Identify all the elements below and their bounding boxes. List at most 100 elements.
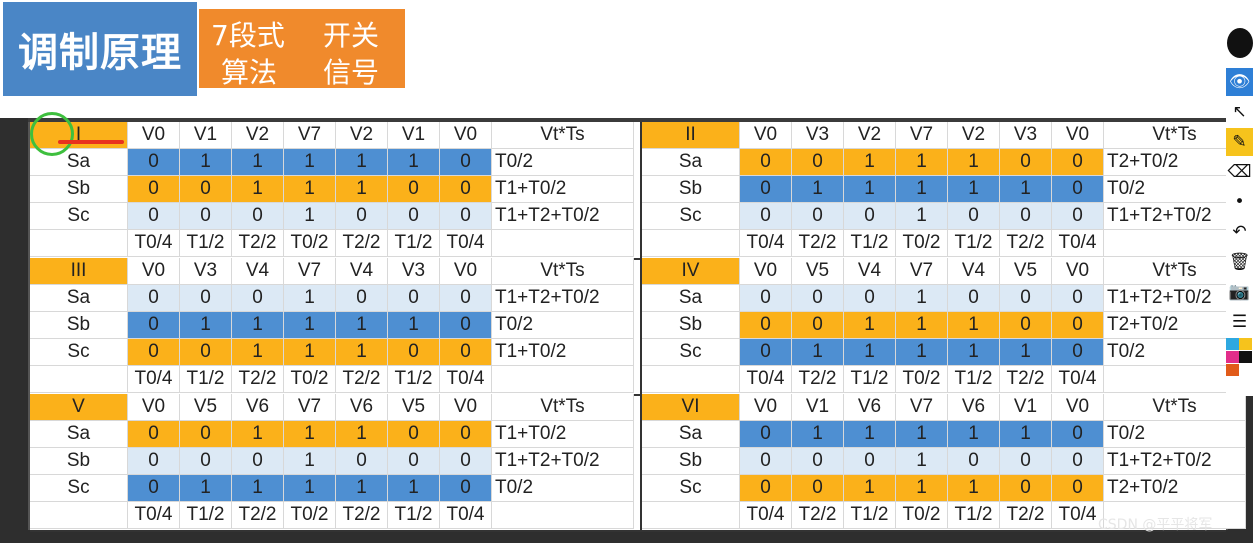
phase-label[interactable]: Sc: [30, 339, 128, 366]
switch-state-cell[interactable]: 1: [284, 448, 336, 475]
switch-state-cell[interactable]: 0: [440, 339, 492, 366]
vector-header[interactable]: V0: [440, 394, 492, 421]
switch-state-cell[interactable]: 1: [336, 339, 388, 366]
switch-state-cell[interactable]: 1: [388, 149, 440, 176]
empty-cell[interactable]: [492, 366, 634, 393]
vector-header[interactable]: V0: [128, 258, 180, 285]
sector-label[interactable]: VI: [642, 394, 740, 421]
vt-formula-cell[interactable]: T1+T2+T0/2: [492, 203, 634, 230]
switch-state-cell[interactable]: 1: [948, 475, 1000, 502]
vector-header[interactable]: V7: [896, 394, 948, 421]
switch-state-cell[interactable]: 1: [896, 448, 948, 475]
empty-cell[interactable]: [1104, 502, 1246, 529]
switch-state-cell[interactable]: 0: [844, 285, 896, 312]
time-cell[interactable]: T0/4: [1052, 366, 1104, 393]
vector-header[interactable]: V2: [948, 122, 1000, 149]
switch-state-cell[interactable]: 1: [792, 421, 844, 448]
phase-label[interactable]: Sb: [642, 312, 740, 339]
vector-header[interactable]: V0: [128, 394, 180, 421]
switch-state-cell[interactable]: 0: [388, 448, 440, 475]
switch-state-cell[interactable]: 0: [336, 285, 388, 312]
switch-state-cell[interactable]: 0: [232, 448, 284, 475]
switch-state-cell[interactable]: 1: [232, 312, 284, 339]
phase-label[interactable]: Sc: [642, 475, 740, 502]
vector-header[interactable]: V3: [792, 122, 844, 149]
color-swatch[interactable]: [1239, 338, 1252, 350]
vector-header[interactable]: V0: [440, 122, 492, 149]
phase-label[interactable]: Sa: [642, 421, 740, 448]
switch-state-cell[interactable]: 1: [284, 176, 336, 203]
switch-state-cell[interactable]: 1: [844, 339, 896, 366]
switch-state-cell[interactable]: 0: [128, 149, 180, 176]
switch-state-cell[interactable]: 0: [440, 312, 492, 339]
switch-state-cell[interactable]: 0: [128, 421, 180, 448]
time-cell[interactable]: T2/2: [792, 230, 844, 257]
pen-tool-logo-icon[interactable]: [1227, 28, 1253, 58]
vector-header[interactable]: V0: [740, 394, 792, 421]
switch-state-cell[interactable]: 0: [336, 448, 388, 475]
switch-state-cell[interactable]: 0: [740, 285, 792, 312]
vt-header[interactable]: Vt*Ts: [492, 394, 634, 421]
vector-header[interactable]: V1: [180, 122, 232, 149]
switch-state-cell[interactable]: 0: [128, 203, 180, 230]
switch-state-cell[interactable]: 1: [284, 312, 336, 339]
dot-icon[interactable]: •: [1234, 192, 1245, 212]
phase-label[interactable]: Sb: [642, 176, 740, 203]
vt-formula-cell[interactable]: T2+T0/2: [1104, 312, 1246, 339]
empty-cell[interactable]: [30, 502, 128, 529]
phase-label[interactable]: Sb: [30, 448, 128, 475]
switch-state-cell[interactable]: 0: [128, 176, 180, 203]
time-cell[interactable]: T1/2: [844, 366, 896, 393]
time-cell[interactable]: T0/2: [284, 366, 336, 393]
switch-state-cell[interactable]: 0: [128, 448, 180, 475]
switch-state-cell[interactable]: 1: [896, 421, 948, 448]
vector-header[interactable]: V6: [232, 394, 284, 421]
time-cell[interactable]: T2/2: [232, 230, 284, 257]
sector-label[interactable]: III: [30, 258, 128, 285]
empty-cell[interactable]: [492, 230, 634, 257]
time-cell[interactable]: T0/4: [1052, 502, 1104, 529]
vt-formula-cell[interactable]: T1+T0/2: [492, 421, 634, 448]
time-cell[interactable]: T1/2: [844, 502, 896, 529]
eye-icon[interactable]: 👁: [1226, 68, 1253, 96]
switch-state-cell[interactable]: 1: [232, 421, 284, 448]
switch-state-cell[interactable]: 0: [128, 312, 180, 339]
pen-icon[interactable]: ✎: [1226, 128, 1253, 156]
vector-header[interactable]: V1: [1000, 394, 1052, 421]
switch-state-cell[interactable]: 1: [792, 176, 844, 203]
phase-label[interactable]: Sc: [30, 203, 128, 230]
switch-state-cell[interactable]: 0: [180, 448, 232, 475]
switch-state-cell[interactable]: 0: [1000, 312, 1052, 339]
vt-formula-cell[interactable]: T1+T2+T0/2: [1104, 203, 1246, 230]
switch-state-cell[interactable]: 1: [844, 475, 896, 502]
switch-state-cell[interactable]: 0: [388, 203, 440, 230]
time-cell[interactable]: T0/4: [440, 502, 492, 529]
time-cell[interactable]: T0/4: [740, 502, 792, 529]
switch-state-cell[interactable]: 0: [1052, 203, 1104, 230]
empty-cell[interactable]: [30, 230, 128, 257]
time-cell[interactable]: T0/2: [284, 230, 336, 257]
switch-state-cell[interactable]: 1: [896, 149, 948, 176]
vector-header[interactable]: V7: [284, 258, 336, 285]
time-cell[interactable]: T1/2: [180, 502, 232, 529]
time-cell[interactable]: T1/2: [388, 230, 440, 257]
time-cell[interactable]: T1/2: [844, 230, 896, 257]
switch-state-cell[interactable]: 0: [792, 312, 844, 339]
switch-state-cell[interactable]: 0: [740, 339, 792, 366]
switch-state-cell[interactable]: 0: [740, 448, 792, 475]
vt-formula-cell[interactable]: T0/2: [1104, 421, 1246, 448]
vt-header[interactable]: Vt*Ts: [1104, 258, 1246, 285]
switch-state-cell[interactable]: 0: [1052, 475, 1104, 502]
time-cell[interactable]: T1/2: [388, 502, 440, 529]
vt-formula-cell[interactable]: T1+T2+T0/2: [492, 448, 634, 475]
switch-state-cell[interactable]: 1: [896, 475, 948, 502]
vector-header[interactable]: V1: [388, 122, 440, 149]
vt-header[interactable]: Vt*Ts: [1104, 122, 1246, 149]
switch-state-cell[interactable]: 0: [740, 176, 792, 203]
switch-state-cell[interactable]: 0: [232, 203, 284, 230]
notes-icon[interactable]: ☰: [1231, 312, 1248, 332]
empty-cell[interactable]: [30, 366, 128, 393]
time-cell[interactable]: T0/4: [128, 230, 180, 257]
switch-state-cell[interactable]: 0: [388, 421, 440, 448]
undo-icon[interactable]: ↶: [1232, 222, 1247, 242]
